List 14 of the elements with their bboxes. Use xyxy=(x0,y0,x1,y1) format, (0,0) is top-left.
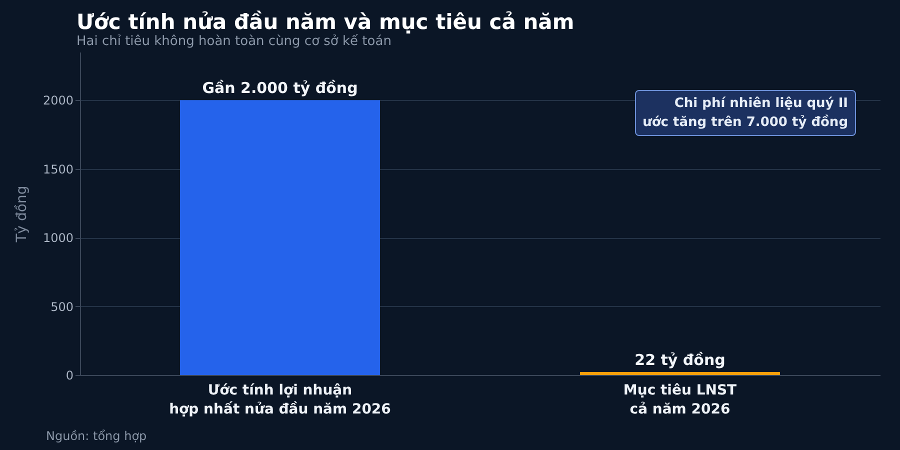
y-tick-label: 2000 xyxy=(42,94,74,108)
x-tick-label: Ước tính lợi nhuận hợp nhất nửa đầu năm 2026 xyxy=(169,382,391,418)
y-tick-label: 1000 xyxy=(42,231,74,246)
chart-subtitle: Hai chỉ tiêu không hoàn toàn cùng cơ sở kế toán xyxy=(76,34,392,49)
text: Nguồn: tổng hợp xyxy=(46,429,147,443)
data-label: Gần 2.000 tỷ đồng xyxy=(202,79,358,98)
y-tick-label: 0 xyxy=(66,368,74,382)
data-label: 22 tỷ đồng xyxy=(634,350,726,369)
y-tick-label: 1500 xyxy=(42,162,74,176)
y-tick-label: 500 xyxy=(50,300,74,314)
x-tick-label: Mục tiêu LNST cả năm 2026 xyxy=(623,382,738,418)
y-axis-title: Tỷ đồng xyxy=(14,186,30,244)
chart-title: Ước tính nửa đầu năm và mục tiêu cả năm xyxy=(76,10,574,34)
annotation: Chi phí nhiên liệu quý II ước tăng trên 7.000 tỷ đồng xyxy=(634,90,856,136)
